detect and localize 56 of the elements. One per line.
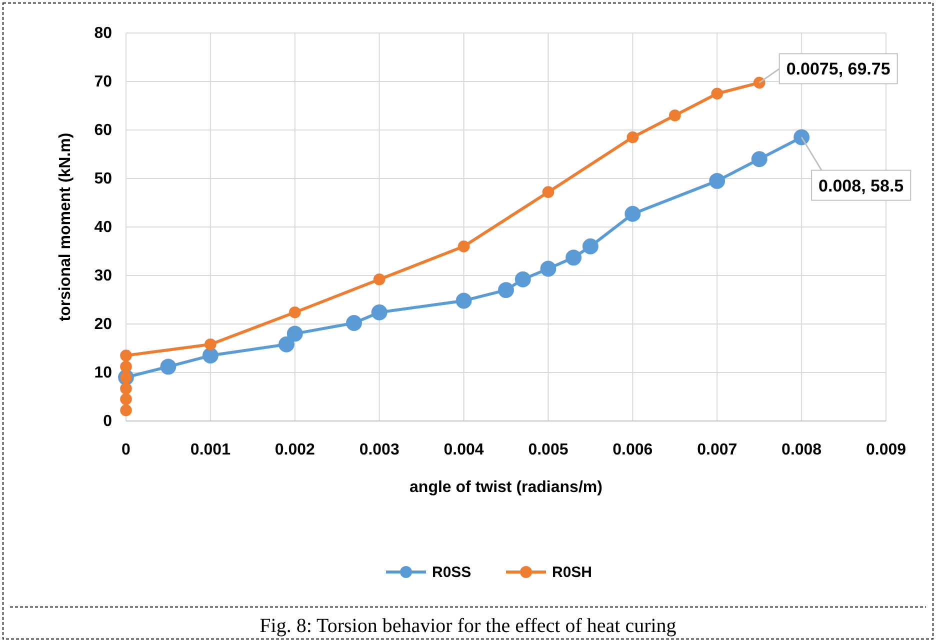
point [709,172,726,189]
x-tick-label: 0 [122,441,131,458]
y-tick-label: 20 [94,316,112,334]
x-axis-title: angle of twist (radians/m) [410,479,602,496]
point [514,271,531,288]
point [458,240,470,252]
legend-label: R0SH [552,564,592,581]
point [120,350,132,362]
point [456,292,472,309]
x-tick-label: 0.005 [528,441,568,458]
x-tick-label: 0.006 [612,441,653,458]
y-tick-label: 80 [94,25,112,42]
point [346,315,362,331]
point [278,336,294,352]
x-tick-label: 0.008 [782,441,822,458]
y-tick-label: 50 [94,170,112,188]
point [498,282,514,298]
x-tick-label: 0.004 [444,441,484,458]
point [668,110,681,122]
point [371,304,388,320]
x-tick-label: 0.009 [866,441,906,458]
y-tick-label: 10 [94,364,112,382]
point [582,238,598,254]
annotation: 0.0075, 69.75 [786,60,890,79]
point [624,206,641,222]
caption: Fig. 8: Torsion behavior for the effect of heat curing [260,615,676,637]
point [373,273,386,286]
legend-label: R0SS [432,564,472,581]
point [566,250,582,266]
point [286,326,303,342]
point [794,129,810,146]
y-axis-title: torsional moment (kN.m) [57,132,74,322]
point [540,260,556,277]
y-tick-label: 60 [94,122,112,140]
point [120,382,132,394]
point [542,186,554,198]
point [120,393,132,406]
x-tick-label: 0.007 [697,441,738,458]
point [753,76,766,89]
point [288,306,301,318]
point [626,131,639,144]
x-tick-label: 0.001 [190,441,231,458]
point [120,404,132,416]
y-tick-label: 40 [94,219,112,236]
y-tick-label: 70 [94,74,112,91]
point [202,348,218,364]
y-tick-label: 0 [103,413,112,430]
point [204,338,216,350]
point [120,360,132,373]
point [751,151,768,168]
x-tick-label: 0.002 [274,441,316,458]
point [711,88,724,100]
point [160,358,176,375]
y-tick-label: 30 [94,268,112,285]
x-tick-label: 0.003 [359,441,400,458]
annotation: 0.008, 58.5 [818,176,904,196]
